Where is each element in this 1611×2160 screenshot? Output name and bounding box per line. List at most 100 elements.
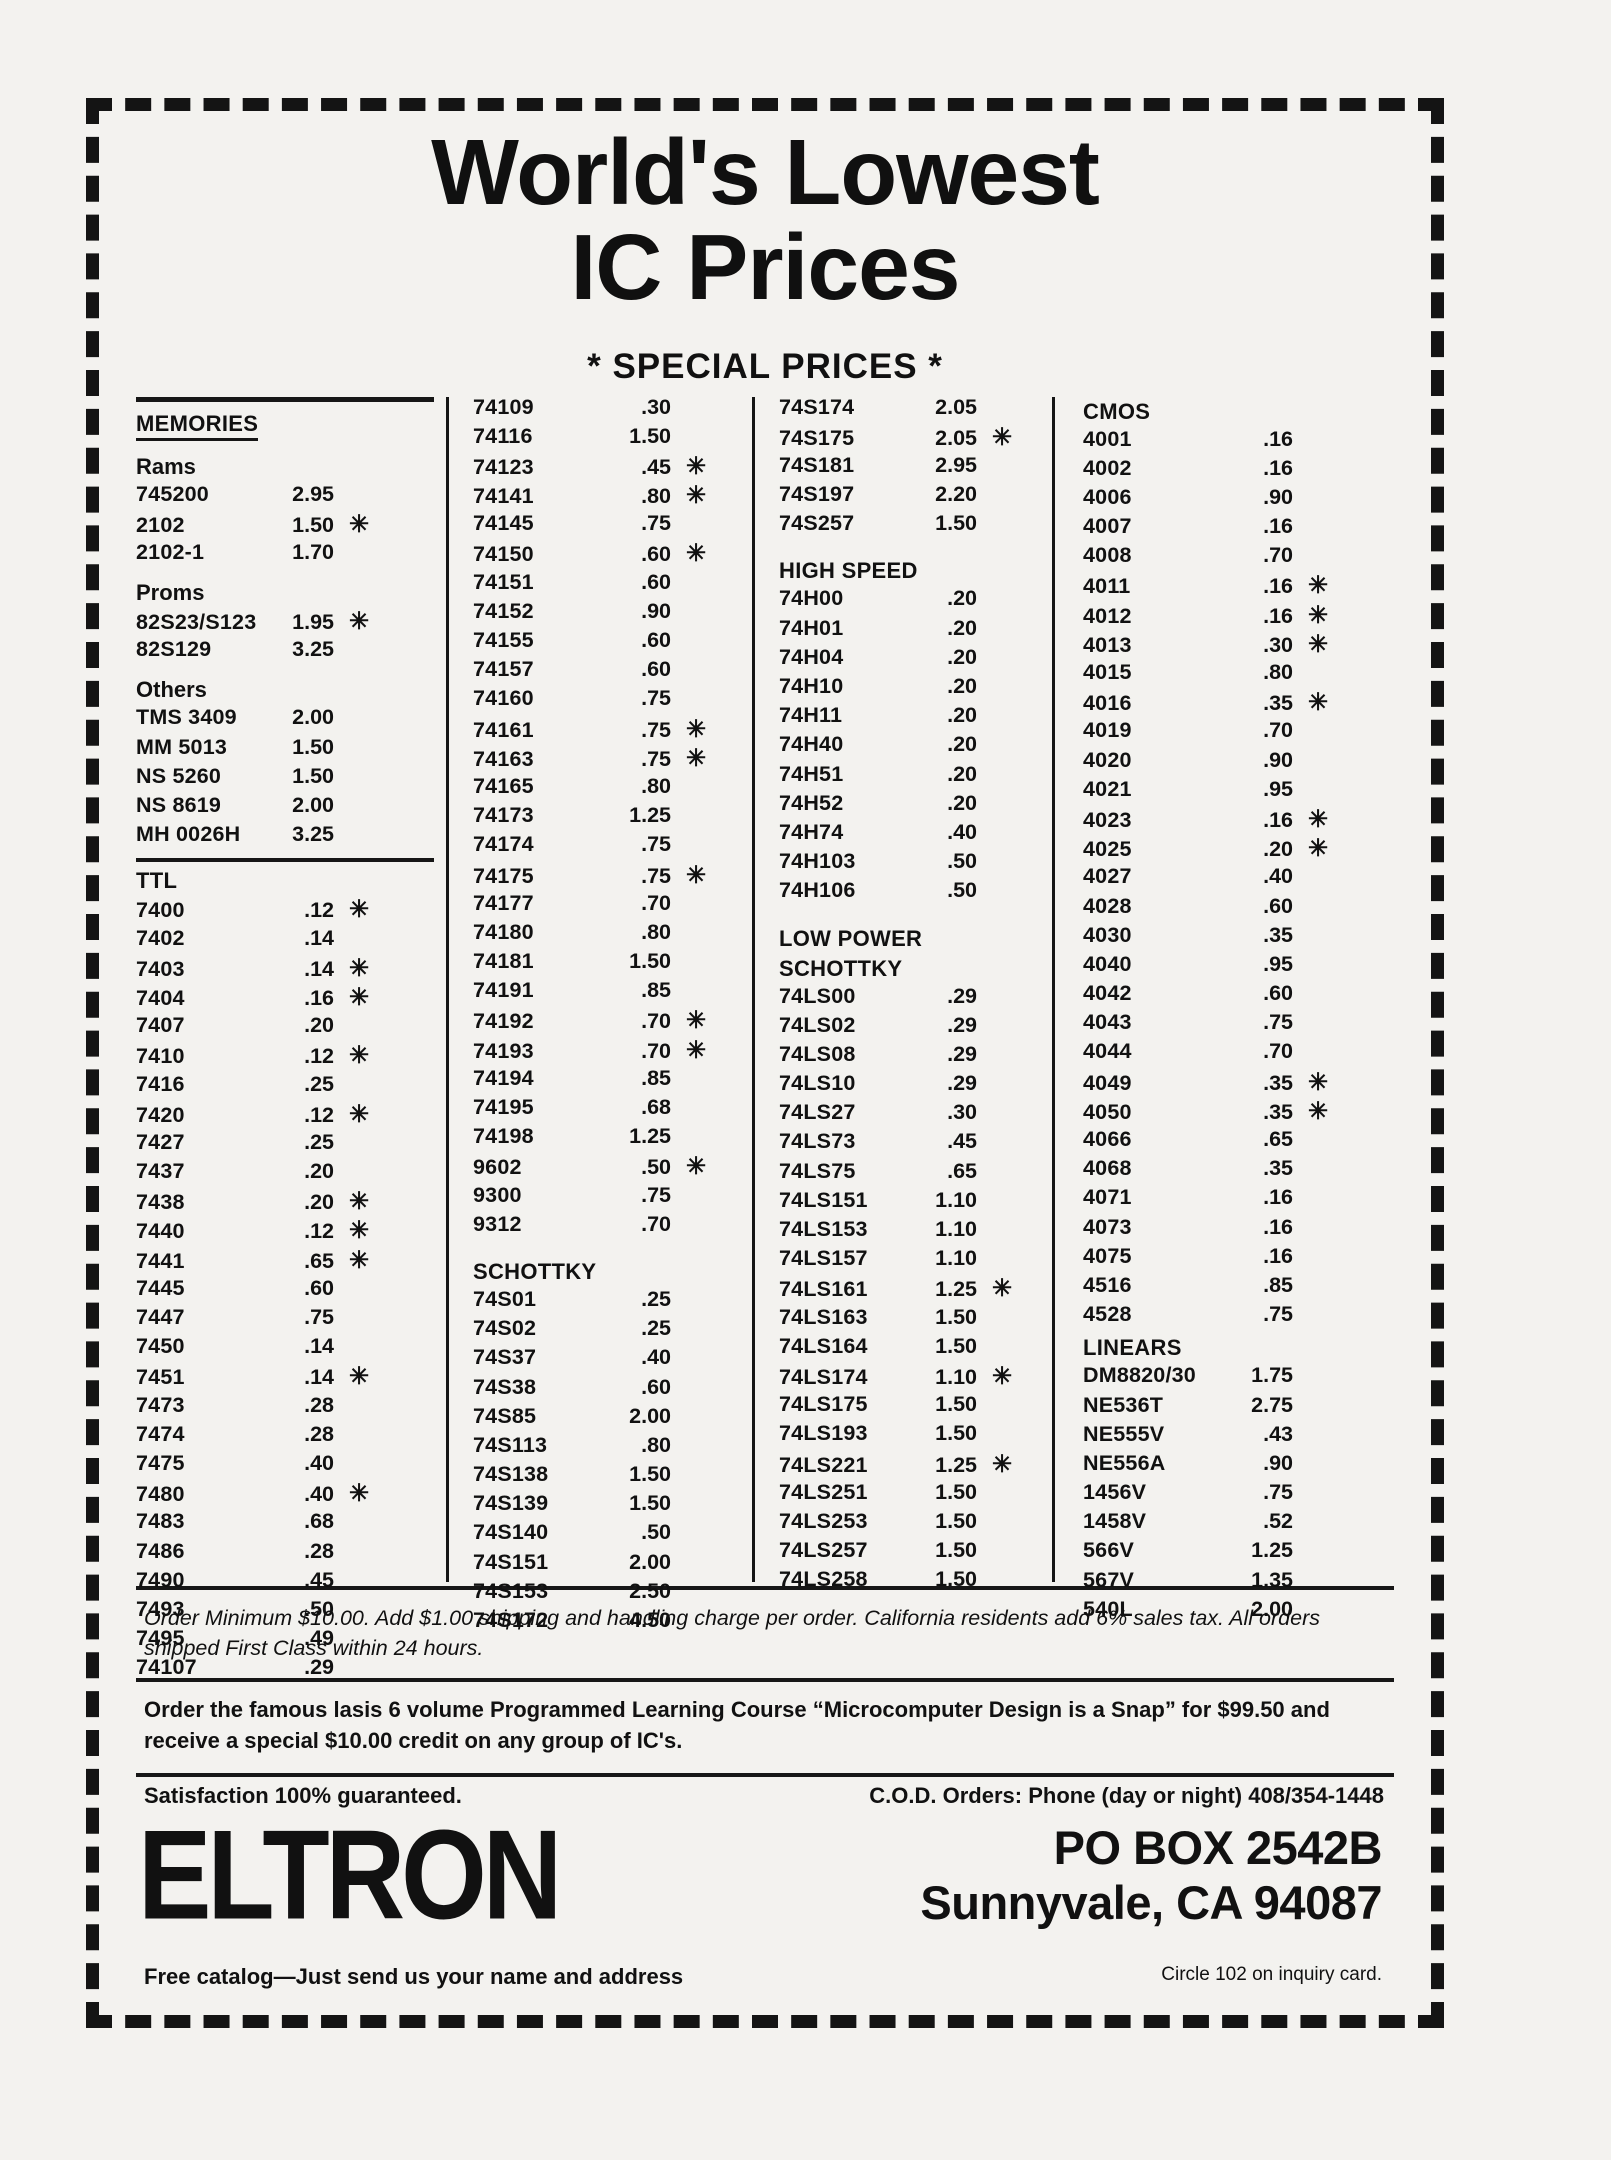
schottky-list: 74S01 .25 74S02 .25 74S37 .40 74S38 .60 74S85 2.0… bbox=[473, 1286, 752, 1639]
part-price: .16 bbox=[1263, 455, 1293, 480]
part-number: 4019 bbox=[1083, 718, 1132, 743]
part-number: 7483 bbox=[136, 1509, 185, 1534]
price-row: 7437 .20 bbox=[136, 1161, 434, 1190]
part-price: .20 bbox=[304, 1159, 334, 1184]
part-price: .65 bbox=[1263, 1127, 1293, 1152]
part-number: 4023 bbox=[1083, 807, 1132, 832]
price-row: 74S174 2.05 bbox=[779, 394, 1052, 426]
special-price-star-icon: ✳ bbox=[348, 954, 370, 982]
part-price: 2.50 bbox=[629, 1578, 671, 1603]
price-row: 74141 .80 ✳ bbox=[473, 484, 752, 513]
part-price: .50 bbox=[304, 1596, 334, 1621]
part-price: .49 bbox=[304, 1626, 334, 1651]
part-price: 1.50 bbox=[629, 949, 671, 974]
part-number: 4028 bbox=[1083, 893, 1132, 918]
price-row: 74LS163 1.50 bbox=[779, 1304, 1052, 1336]
part-number: TMS 3409 bbox=[136, 705, 237, 730]
part-price: .40 bbox=[947, 819, 977, 844]
part-number: 7493 bbox=[136, 1596, 185, 1621]
price-row: 4044 .70 bbox=[1083, 1041, 1372, 1070]
part-number: 74S151 bbox=[473, 1549, 549, 1574]
part-price: .50 bbox=[641, 1520, 671, 1545]
part-number: 4008 bbox=[1083, 543, 1132, 568]
price-row: 74S257 1.50 bbox=[779, 513, 1052, 542]
price-row: 4006 .90 bbox=[1083, 486, 1372, 516]
price-row: 4001 .16 bbox=[1083, 428, 1372, 458]
part-price: .75 bbox=[641, 746, 671, 771]
price-row: 74S151 2.00 bbox=[473, 1549, 752, 1581]
part-number: 74LS73 bbox=[779, 1129, 856, 1154]
proms-list: 82S23/S123 1.95 ✳ 82S129 3.25 bbox=[136, 610, 434, 668]
part-price: 1.25 bbox=[935, 1452, 977, 1477]
rams-list: 745200 2.95 2102 1.50 ✳ 2102-1 1.70 bbox=[136, 483, 434, 572]
part-price: 1.25 bbox=[629, 1124, 671, 1149]
cod-phone-text: C.O.D. Orders: Phone (day or night) 408/… bbox=[869, 1783, 1384, 1809]
part-number: 74S113 bbox=[473, 1432, 548, 1457]
part-price: .20 bbox=[947, 644, 977, 669]
price-row: 2102-1 1.70 bbox=[136, 541, 434, 571]
price-row: 74LS258 1.50 bbox=[779, 1569, 1052, 1598]
column2-spacer bbox=[473, 1243, 752, 1257]
part-price: .14 bbox=[304, 925, 334, 950]
part-number: 74S139 bbox=[473, 1491, 549, 1516]
special-price-star-icon: ✳ bbox=[685, 744, 707, 772]
part-number: 7480 bbox=[136, 1482, 185, 1507]
price-row: 7480 .40 ✳ bbox=[136, 1482, 434, 1511]
part-price: .20 bbox=[947, 615, 977, 640]
price-row: NE536T 2.75 bbox=[1083, 1394, 1372, 1424]
part-price: .45 bbox=[641, 454, 671, 479]
price-row: 74LS151 1.10 bbox=[779, 1189, 1052, 1219]
group-head-ttl: TTL bbox=[136, 868, 178, 894]
part-price: .35 bbox=[1263, 1156, 1293, 1181]
price-row: 7410 .12 ✳ bbox=[136, 1044, 434, 1073]
part-price: 1.50 bbox=[292, 734, 334, 759]
part-price: 1.50 bbox=[935, 1304, 977, 1329]
group-head-high-speed: HIGH SPEED bbox=[779, 558, 918, 584]
part-number: 4528 bbox=[1083, 1302, 1132, 1327]
special-price-star-icon: ✳ bbox=[348, 896, 370, 924]
part-number: 74H11 bbox=[779, 703, 843, 728]
part-price: .50 bbox=[641, 1155, 671, 1180]
price-row: 4066 .65 bbox=[1083, 1129, 1372, 1158]
price-row: 74160 .75 bbox=[473, 688, 752, 717]
part-price: .25 bbox=[641, 1286, 671, 1311]
price-row: 1458V .52 bbox=[1083, 1511, 1372, 1540]
price-row: 74LS75 .65 bbox=[779, 1160, 1052, 1190]
part-price: .70 bbox=[641, 1038, 671, 1063]
price-row: 4016 .35 ✳ bbox=[1083, 691, 1372, 720]
part-number: 74LS10 bbox=[779, 1071, 856, 1096]
part-number: DM8820/30 bbox=[1083, 1363, 1196, 1388]
special-price-star-icon: ✳ bbox=[991, 1275, 1013, 1303]
price-row: 4049 .35 ✳ bbox=[1083, 1070, 1372, 1100]
price-row: 7495 .49 bbox=[136, 1628, 434, 1657]
price-row: 74H04 .20 bbox=[779, 644, 1052, 676]
part-number: 1458V bbox=[1083, 1509, 1147, 1534]
part-number: 74157 bbox=[473, 657, 534, 682]
part-number: 74123 bbox=[473, 454, 534, 479]
part-number: 74H106 bbox=[779, 878, 856, 903]
part-number: 74174 bbox=[473, 832, 534, 857]
part-price: .75 bbox=[1263, 1302, 1293, 1327]
footer-rule-middle bbox=[136, 1677, 1394, 1682]
part-price: 1.50 bbox=[935, 1392, 977, 1417]
part-number: 9312 bbox=[473, 1211, 522, 1236]
part-price: .12 bbox=[304, 1044, 334, 1069]
special-prices-banner: * SPECIAL PRICES * bbox=[587, 346, 943, 386]
part-number: 4050 bbox=[1083, 1099, 1132, 1124]
part-number: 74S174 bbox=[779, 394, 855, 419]
sub-head-proms: Proms bbox=[136, 580, 205, 606]
price-row: 74S197 2.20 bbox=[779, 484, 1052, 513]
special-price-star-icon: ✳ bbox=[1307, 1097, 1329, 1125]
price-row: 74145 .75 bbox=[473, 513, 752, 542]
price-row: 74195 .68 bbox=[473, 1097, 752, 1126]
special-price-star-icon: ✳ bbox=[991, 423, 1013, 451]
part-price: .14 bbox=[304, 956, 334, 981]
price-row: 4528 .75 bbox=[1083, 1304, 1372, 1333]
special-price-star-icon: ✳ bbox=[685, 482, 707, 510]
price-row: 74192 .70 ✳ bbox=[473, 1009, 752, 1038]
part-price: 1.50 bbox=[629, 1491, 671, 1516]
price-row: NS 5260 1.50 bbox=[136, 765, 434, 795]
price-row: 7490 .45 bbox=[136, 1569, 434, 1599]
price-row: 74S153 2.50 bbox=[473, 1578, 752, 1610]
part-price: .40 bbox=[304, 1482, 334, 1507]
